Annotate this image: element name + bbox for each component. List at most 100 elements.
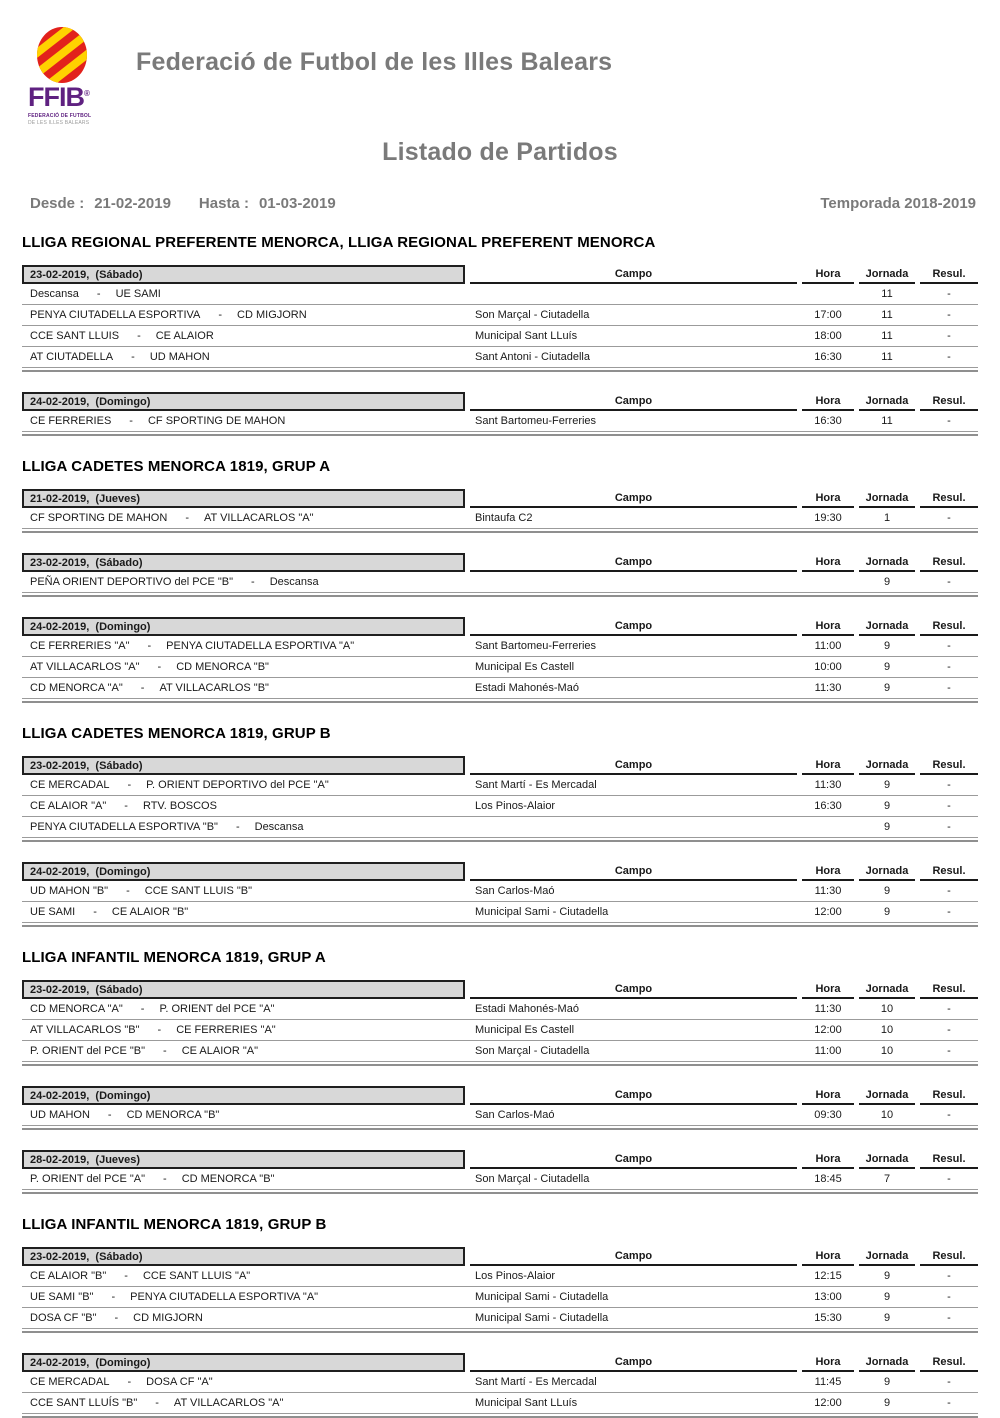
section-tables: 23-02-2019, (Sábado) Campo Hora Jornada …	[22, 1247, 978, 1418]
home-team: UD MAHON	[30, 1109, 90, 1121]
resul-cell: -	[947, 640, 951, 652]
table-row: CD MENORCA "A" - AT VILLACARLOS "B" Estadi…	[22, 678, 978, 699]
jornada-cell: 9	[883, 779, 891, 791]
section-title: LLIGA INFANTIL MENORCA 1819, GRUP B	[22, 1216, 327, 1233]
table-row: UE SAMI "B" - PENYA CIUTADELLA ESPORTIVA "…	[22, 1287, 978, 1308]
campo-column-header: Campo	[470, 865, 797, 881]
away-team: UE SAMI	[115, 288, 161, 300]
hora-cell: 13:00	[814, 1291, 842, 1303]
campo-cell: Bintaufa C2	[475, 512, 533, 524]
league-section: LLIGA CADETES MENORCA 1819, GRUP A 21-02…	[22, 458, 978, 703]
campo-column-header: Campo	[470, 983, 797, 999]
hora-cell: 11:30	[814, 779, 842, 791]
jornada-cell: 9	[883, 682, 891, 694]
campo-cell: Sant Martí - Es Mercadal	[475, 779, 597, 791]
date-header: 23-02-2019, (Sábado)	[22, 756, 465, 775]
match-table: 24-02-2019, (Domingo) Campo Hora Jornada…	[22, 392, 978, 436]
table-row: PEÑA ORIENT DEPORTIVO del PCE "B" - Descan…	[22, 572, 978, 593]
table-row: CE ALAIOR "B" - CCE SANT LLUIS "A" Los Pin…	[22, 1266, 978, 1287]
home-team: UD MAHON "B"	[30, 885, 109, 897]
match-table: 23-02-2019, (Sábado) Campo Hora Jornada …	[22, 553, 978, 597]
match-separator: -	[126, 885, 130, 897]
resul-cell: -	[947, 330, 951, 342]
jornada-cell: 9	[883, 800, 891, 812]
date-header: 24-02-2019, (Domingo)	[22, 617, 465, 636]
date-header: 23-02-2019, (Sábado)	[22, 265, 465, 284]
match-cell: DOSA CF "B" - CD MIGJORN	[22, 1312, 465, 1325]
away-team: UD MAHON	[149, 351, 210, 363]
date-header: 23-02-2019, (Sábado)	[22, 553, 465, 572]
table-row: CE FERRERIES "A" - PENYA CIUTADELLA ESPORT…	[22, 636, 978, 657]
table-row: Descansa - UE SAMI 11 -	[22, 284, 978, 305]
away-team: P. ORIENT del PCE "A"	[159, 1003, 275, 1015]
campo-column-header: Campo	[470, 268, 797, 284]
hora-cell: 16:30	[814, 415, 842, 427]
match-cell: PENYA CIUTADELLA ESPORTIVA - CD MIGJORN	[22, 309, 465, 322]
match-separator: -	[140, 682, 145, 694]
table-header: 23-02-2019, (Sábado) Campo Hora Jornada …	[22, 980, 978, 999]
table-row: DOSA CF "B" - CD MIGJORN Municipal Sami - …	[22, 1308, 978, 1329]
league-section: LLIGA REGIONAL PREFERENTE MENORCA, LLIGA…	[22, 234, 978, 436]
match-cell: PENYA CIUTADELLA ESPORTIVA "B" - Descansa	[22, 821, 465, 834]
hora-cell: 16:30	[814, 800, 842, 812]
table-rows: UD MAHON - CD MENORCA "B" San Carlos-Maó 0…	[22, 1105, 978, 1126]
league-section: LLIGA CADETES MENORCA 1819, GRUP B 23-02…	[22, 725, 978, 927]
match-table: 23-02-2019, (Sábado) Campo Hora Jornada …	[22, 756, 978, 842]
away-team: CE FERRERIES "A"	[176, 1024, 276, 1036]
campo-cell: Municipal Es Castell	[475, 1024, 575, 1036]
table-rows: CE MERCADAL - DOSA CF "A" Sant Martí - Es …	[22, 1372, 978, 1414]
match-separator: -	[131, 351, 135, 363]
campo-cell: Son Marçal - Ciutadella	[475, 1173, 590, 1185]
match-cell: PEÑA ORIENT DEPORTIVO del PCE "B" - Descan…	[22, 576, 465, 589]
away-team: CD MIGJORN	[237, 309, 307, 321]
table-header: 24-02-2019, (Domingo) Campo Hora Jornada…	[22, 1086, 978, 1105]
table-header: 23-02-2019, (Sábado) Campo Hora Jornada …	[22, 553, 978, 572]
campo-column-header: Campo	[470, 1153, 797, 1169]
campo-cell: Sant Martí - Es Mercadal	[475, 1376, 597, 1388]
away-team: DOSA CF "A"	[146, 1376, 213, 1388]
hora-column-header: Hora	[802, 268, 854, 284]
resul-cell: -	[947, 1003, 951, 1015]
away-team: Descansa	[269, 576, 319, 588]
campo-cell: Son Marçal - Ciutadella	[475, 1045, 590, 1057]
hora-cell: 11:30	[814, 1003, 842, 1015]
campo-column-header: Campo	[470, 556, 797, 572]
page-header: FFIB® FEDERACIÓ DE FUTBOL DE LES ILLES B…	[22, 26, 978, 126]
table-row: AT VILLACARLOS "B" - CE FERRERIES "A" Muni…	[22, 1020, 978, 1041]
match-table: 24-02-2019, (Domingo) Campo Hora Jornada…	[22, 862, 978, 927]
match-separator: -	[218, 309, 223, 321]
campo-cell: Estadi Mahonés-Maó	[475, 682, 579, 694]
campo-cell: Sant Bartomeu-Ferreries	[475, 640, 597, 652]
campo-cell: Son Marçal - Ciutadella	[475, 309, 590, 321]
hora-cell: 17:00	[814, 309, 842, 321]
table-rows: PEÑA ORIENT DEPORTIVO del PCE "B" - Descan…	[22, 572, 978, 593]
away-team: PENYA CIUTADELLA ESPORTIVA "A"	[130, 1291, 319, 1303]
table-row: P. ORIENT del PCE "A" - CD MENORCA "B" Son…	[22, 1169, 978, 1190]
section-tables: 23-02-2019, (Sábado) Campo Hora Jornada …	[22, 756, 978, 927]
match-cell: P. ORIENT del PCE "B" - CE ALAIOR "A"	[22, 1045, 465, 1058]
home-team: Descansa	[30, 288, 79, 300]
match-separator: -	[129, 415, 133, 427]
match-cell: CE MERCADAL - P. ORIENT DEPORTIVO del PCE …	[22, 779, 465, 792]
table-rows: CE ALAIOR "B" - CCE SANT LLUIS "A" Los Pin…	[22, 1266, 978, 1329]
match-cell: AT CIUTADELLA - UD MAHON	[22, 351, 465, 364]
jornada-column-header: Jornada	[859, 1250, 915, 1266]
away-team: CD MENORCA "B"	[181, 1173, 275, 1185]
table-row: CF SPORTING DE MAHON - AT VILLACARLOS "A" …	[22, 508, 978, 529]
match-table: 23-02-2019, (Sábado) Campo Hora Jornada …	[22, 1247, 978, 1333]
table-row: CCE SANT LLUÍS "B" - AT VILLACARLOS "A" Mu…	[22, 1393, 978, 1414]
match-separator: -	[127, 1376, 132, 1388]
jornada-cell: 10	[880, 1045, 894, 1057]
resul-cell: -	[947, 512, 951, 524]
table-row: CE MERCADAL - DOSA CF "A" Sant Martí - Es …	[22, 1372, 978, 1393]
hora-column-header: Hora	[802, 1356, 854, 1372]
match-cell: CD MENORCA "A" - AT VILLACARLOS "B"	[22, 682, 465, 695]
hora-cell: 12:00	[814, 1397, 842, 1409]
resul-cell: -	[947, 1270, 951, 1282]
resul-column-header: Resul.	[920, 1356, 978, 1372]
match-separator: -	[155, 1397, 159, 1409]
section-tables: 23-02-2019, (Sábado) Campo Hora Jornada …	[22, 980, 978, 1194]
temporada-label: Temporada 2018-2019	[820, 195, 976, 212]
date-header: 21-02-2019, (Jueves)	[22, 489, 465, 508]
